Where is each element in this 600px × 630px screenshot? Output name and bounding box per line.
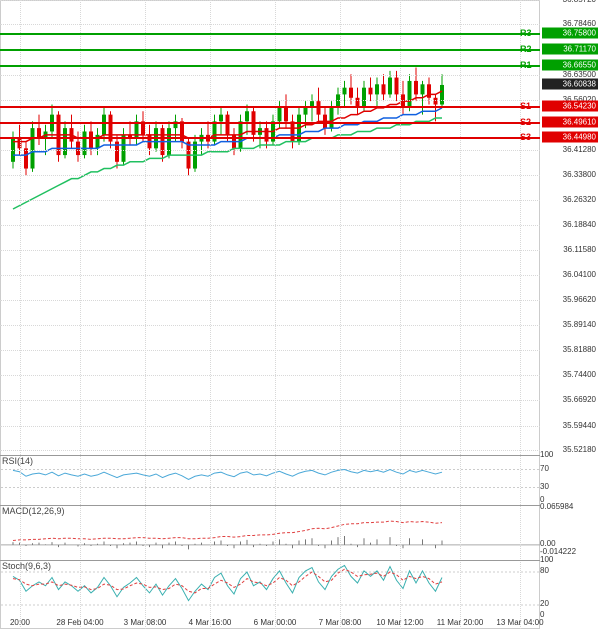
pivot-label: S2 — [520, 117, 531, 127]
gridline-h — [0, 250, 540, 251]
gridline-h — [0, 350, 540, 351]
ytick-label: 36.11580 — [563, 245, 596, 254]
indicator-title: RSI(14) — [2, 456, 33, 466]
indicator-panel — [0, 455, 540, 500]
pivot-label: R1 — [520, 60, 532, 70]
indicator-title: MACD(12,26,9) — [2, 506, 65, 516]
pivot-line-R2 — [0, 49, 540, 51]
gridline-h — [0, 426, 540, 427]
xtick-label: 28 Feb 04:00 — [56, 618, 103, 627]
pivot-value: 36.66550 — [542, 59, 598, 70]
rsi-tick: 30 — [540, 482, 600, 491]
gridline-h — [0, 24, 540, 25]
stoch-tick: 20 — [540, 599, 600, 608]
current-price: 36.60838 — [542, 78, 598, 89]
gridline-h — [0, 175, 540, 176]
pivot-value: 36.44980 — [542, 132, 598, 143]
stoch-tick: 0 — [540, 610, 600, 619]
gridline-h — [0, 75, 540, 76]
indicator-title: Stoch(9,6,3) — [2, 561, 51, 571]
pivot-value: 36.71170 — [542, 44, 598, 55]
gridline-h — [0, 225, 540, 226]
gridline-h — [0, 375, 540, 376]
xtick-label: 7 Mar 08:00 — [319, 618, 362, 627]
ytick-label: 36.04100 — [563, 270, 596, 279]
xtick-label: 20:00 — [10, 618, 30, 627]
gridline-h — [0, 450, 540, 451]
xtick-label: 6 Mar 00:00 — [254, 618, 297, 627]
pivot-line-S2 — [0, 122, 540, 124]
ytick-label: 35.59440 — [563, 421, 596, 430]
pivot-line-S1 — [0, 106, 540, 108]
pivot-value: 36.54230 — [542, 101, 598, 112]
gridline-h — [0, 0, 540, 1]
xtick-label: 13 Mar 04:00 — [496, 618, 543, 627]
indicator-panel — [0, 505, 540, 555]
gridline-h — [0, 100, 540, 101]
xtick-label: 3 Mar 08:00 — [124, 618, 167, 627]
xtick-label: 4 Mar 16:00 — [189, 618, 232, 627]
pivot-line-S3 — [0, 137, 540, 139]
pivot-value: 36.75800 — [542, 28, 598, 39]
ytick-label: 35.66920 — [563, 395, 596, 404]
pivot-line-R1 — [0, 65, 540, 67]
ytick-label: 35.96620 — [563, 295, 596, 304]
gridline-h — [0, 400, 540, 401]
xtick-label: 10 Mar 12:00 — [376, 618, 423, 627]
pivot-label: R2 — [520, 44, 532, 54]
gridline-h — [0, 150, 540, 151]
indicator-panel — [0, 560, 540, 615]
gridline-h — [0, 275, 540, 276]
ytick-label: 36.41280 — [563, 145, 596, 154]
ytick-label: 35.81880 — [563, 345, 596, 354]
gridline-h — [0, 325, 540, 326]
xtick-label: 11 Mar 20:00 — [437, 618, 484, 627]
ytick-label: 36.85720 — [563, 0, 596, 4]
rsi-tick: 100 — [540, 450, 600, 459]
ytick-label: 36.26320 — [563, 195, 596, 204]
ytick-label: 36.18840 — [563, 220, 596, 229]
gridline-h — [0, 200, 540, 201]
ytick-label: 35.74400 — [563, 370, 596, 379]
pivot-line-R3 — [0, 33, 540, 35]
stoch-tick: 80 — [540, 566, 600, 575]
pivot-label: R3 — [520, 28, 532, 38]
stoch-tick: 100 — [540, 555, 600, 564]
pivot-value: 36.49610 — [542, 116, 598, 127]
pivot-label: S1 — [520, 101, 531, 111]
pivot-label: S3 — [520, 132, 531, 142]
rsi-tick: 70 — [540, 464, 600, 473]
macd-tick: 0.065984 — [540, 502, 600, 511]
gridline-h — [0, 300, 540, 301]
ytick-label: 35.89140 — [563, 320, 596, 329]
ytick-label: 36.33800 — [563, 170, 596, 179]
